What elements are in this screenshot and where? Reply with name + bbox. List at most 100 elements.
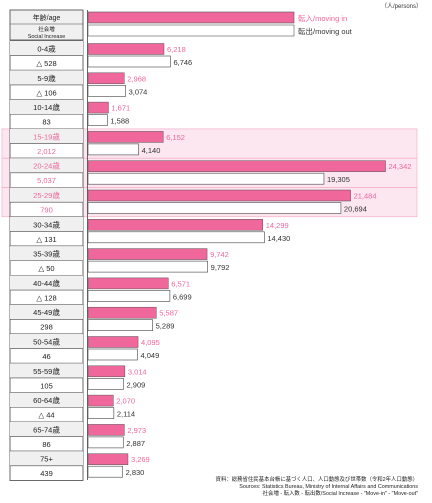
bar-moving-in: [87, 131, 164, 143]
age-label-fill: [10, 304, 83, 320]
social-increase-value: 86: [42, 440, 50, 449]
label-moving-in: 6,218: [167, 45, 186, 54]
label-moving-out: 9,792: [211, 263, 230, 272]
label-moving-in: 9,742: [210, 250, 229, 259]
unit-label: （人/persons）: [380, 4, 422, 10]
social-header-en: Social Increase: [28, 34, 66, 40]
bar-moving-in: [87, 72, 125, 85]
label-moving-out: 5,289: [156, 322, 175, 331]
age-label-fill: [10, 216, 83, 232]
label-moving-out: 2,830: [126, 468, 145, 477]
bar-moving-in: [87, 336, 139, 348]
social-increase-value: 439: [40, 469, 53, 478]
bar-moving-out: [87, 114, 108, 126]
social-header-jp: 社会増: [38, 25, 55, 33]
label-moving-in: 6,571: [171, 279, 190, 288]
bar-moving-out: [87, 143, 139, 156]
label-moving-out: 1,588: [110, 117, 129, 126]
bar-moving-in: [87, 394, 114, 407]
social-increase-value: 298: [40, 323, 53, 332]
label-moving-out: 2,909: [127, 380, 146, 389]
bar-moving-in: [87, 189, 351, 202]
label-moving-in: 6,152: [166, 133, 185, 142]
social-increase-value: △ 131: [36, 235, 56, 244]
source-line-3: 社会増 - 転入数 - 転出数/Social Increase - "Move-…: [262, 491, 418, 497]
age-label-fill: [10, 246, 83, 261]
age-label: 50-54歳: [33, 337, 60, 347]
label-moving-out: 20,694: [344, 205, 367, 214]
age-label: 45-49歳: [33, 307, 60, 317]
label-moving-out: 2,114: [117, 410, 135, 419]
legend-out-swatch: [87, 24, 295, 37]
label-moving-out: 4,049: [140, 351, 159, 360]
label-moving-in: 5,587: [159, 309, 178, 318]
age-label-fill: [10, 334, 83, 349]
age-label: 35-39歳: [33, 249, 60, 259]
bar-moving-in: [87, 453, 129, 465]
source-footer: 資料：総務省住民基本台帳に基づく人口、人口動態及び世帯数（令和2年人口動態） S…: [216, 477, 418, 498]
social-increase-value: △ 50: [38, 264, 54, 273]
age-label: 55-59歳: [33, 366, 60, 376]
age-label: 65-74歳: [33, 424, 60, 434]
bar-moving-out: [87, 407, 115, 419]
bar-moving-out: [87, 231, 265, 244]
age-label: 75+: [40, 455, 53, 464]
bar-moving-out: [87, 202, 342, 214]
label-moving-out: 3,074: [129, 87, 148, 96]
bar-moving-in: [87, 248, 208, 260]
source-line-2: Sources: Statistics Bureau, Ministry of …: [239, 484, 418, 490]
label-moving-in: 3,269: [131, 455, 150, 464]
label-moving-out: 4,140: [142, 146, 161, 155]
label-moving-in: 2,070: [116, 397, 135, 406]
label-moving-in: 1,671: [111, 104, 130, 113]
label-moving-out: 2,887: [126, 439, 145, 448]
age-label-fill: [10, 451, 83, 466]
social-increase-value: 105: [40, 381, 53, 390]
bar-moving-in: [87, 365, 126, 378]
chart-header: 年齢/age 社会増 Social Increase 転入/moving in …: [9, 9, 353, 41]
label-moving-out: 19,305: [327, 175, 350, 184]
social-increase-value: △ 44: [38, 411, 54, 420]
bar-moving-in: [87, 160, 386, 172]
bar-moving-in: [87, 277, 169, 290]
bar-moving-out: [87, 377, 124, 390]
label-moving-in: 24,342: [389, 162, 412, 171]
social-increase-value: △ 128: [36, 293, 56, 302]
age-label-fill: [10, 187, 83, 203]
chart-rows: 0-4歳 △ 528 6,218 6,746 5-9歳 △ 106 2,968 3,074 10…: [1, 40, 418, 481]
legend-in-label: 転入/moving in: [298, 14, 347, 23]
bar-moving-out: [87, 260, 208, 273]
age-label: 0-4歳: [37, 44, 56, 54]
age-label-fill: [10, 128, 83, 144]
age-label: 60-64歳: [33, 395, 60, 405]
label-moving-in: 2,968: [127, 74, 146, 83]
social-increase-value: 5,037: [37, 176, 56, 185]
age-label: 10-14歳: [33, 102, 60, 112]
age-label-fill: [10, 392, 83, 408]
age-label: 20-24歳: [33, 161, 60, 171]
age-label: 40-44歳: [33, 278, 60, 288]
age-label: 30-34歳: [33, 219, 60, 229]
age-label-fill: [10, 99, 83, 115]
age-label-fill: [10, 41, 83, 56]
bar-moving-out: [87, 290, 171, 302]
bar-moving-out: [87, 172, 325, 185]
social-increase-value: 790: [40, 206, 53, 215]
bar-moving-in: [87, 43, 165, 55]
social-increase-value: △ 106: [36, 88, 56, 97]
bar-moving-out: [87, 436, 124, 449]
bar-moving-out: [87, 348, 138, 361]
source-line-1: 資料：総務省住民基本台帳に基づく人口、人口動態及び世帯数（令和2年人口動態）: [215, 477, 418, 483]
age-label: 15-19歳: [33, 131, 60, 141]
header-label-box: [9, 9, 84, 41]
age-label-fill: [10, 158, 83, 173]
label-moving-in: 2,973: [127, 426, 146, 435]
social-increase-value: △ 528: [36, 59, 56, 68]
social-increase-value: 83: [42, 118, 50, 127]
age-label: 25-29歳: [33, 190, 60, 200]
label-moving-in: 14,299: [266, 221, 289, 230]
label-moving-in: 21,484: [354, 192, 377, 201]
legend-in-swatch: [87, 11, 295, 24]
age-label-fill: [10, 70, 83, 85]
